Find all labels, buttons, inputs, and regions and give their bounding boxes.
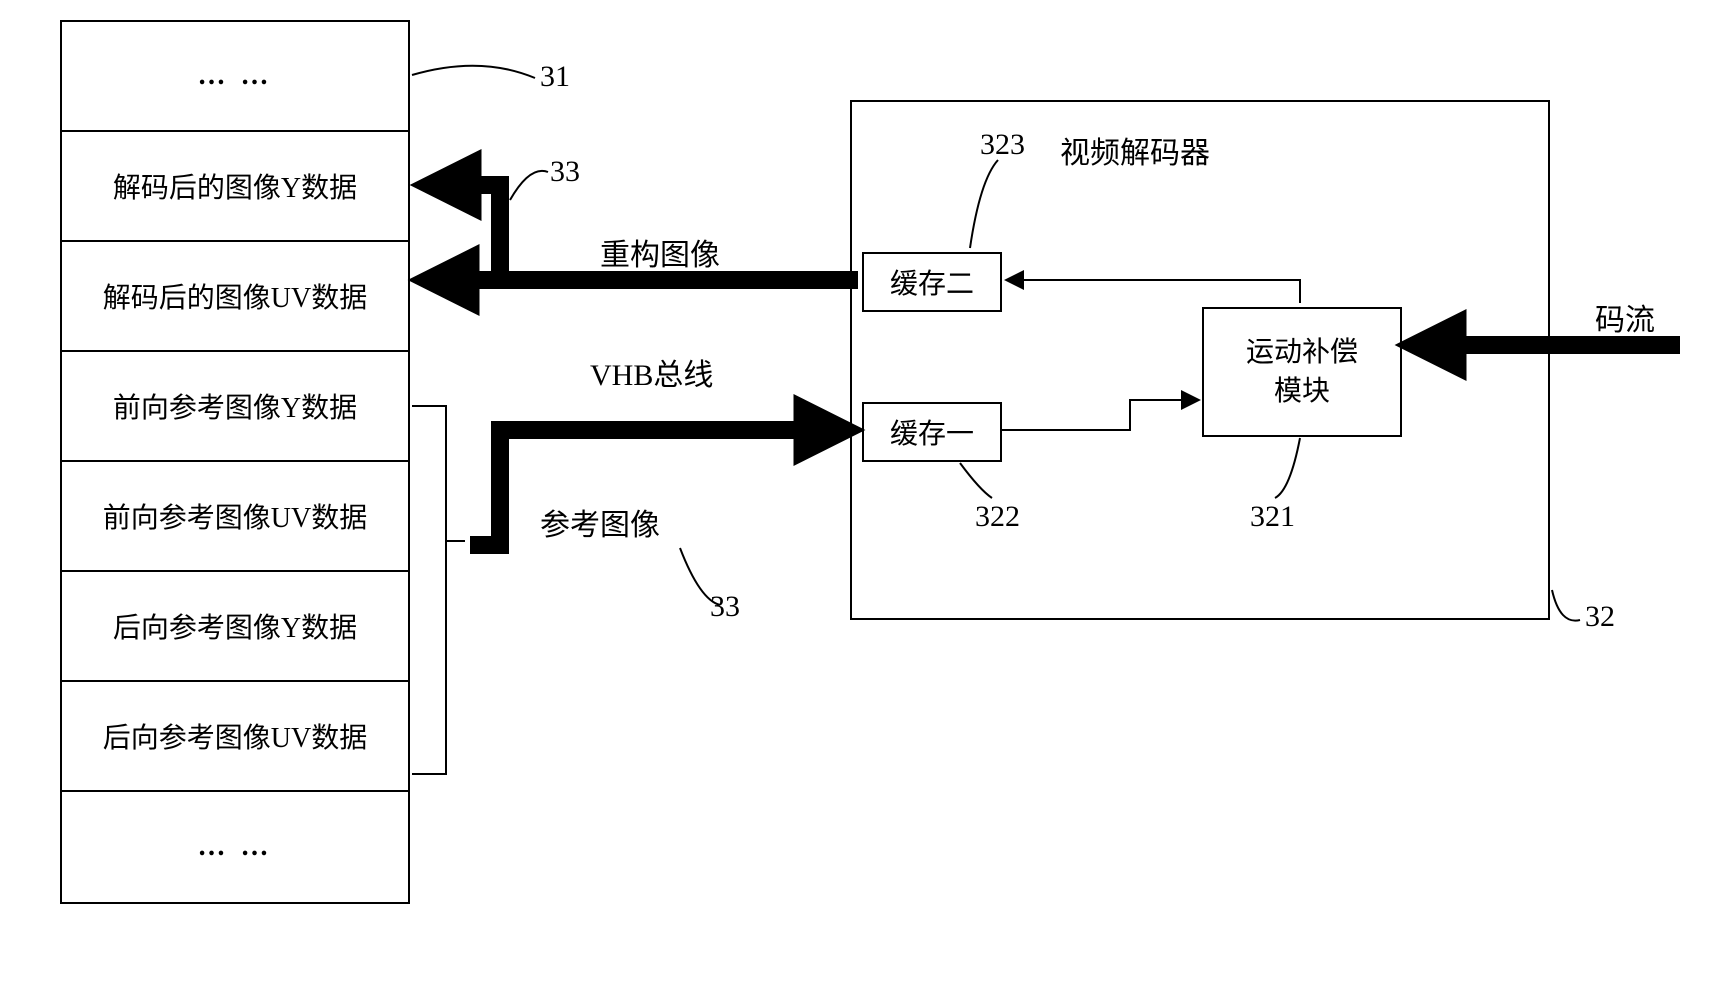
leader-31 xyxy=(412,66,535,78)
cache-two-block: 缓存二 xyxy=(862,252,1002,312)
reference-label: 参考图像 xyxy=(540,500,660,544)
ref-323-label: 323 xyxy=(980,128,1025,162)
cache-one-block: 缓存一 xyxy=(862,402,1002,462)
arrow-reconstruct-branch-up xyxy=(460,185,500,284)
motion-compensation-block: 运动补偿 模块 xyxy=(1202,307,1402,437)
video-decoder-box: 缓存二 缓存一 运动补偿 模块 xyxy=(850,100,1550,620)
memory-row-ellipsis-top: … … xyxy=(62,22,408,132)
ref-33a-label: 33 xyxy=(550,155,580,189)
reference-bracket-mid xyxy=(447,540,465,542)
reference-bracket xyxy=(412,405,447,775)
leader-32 xyxy=(1552,590,1580,621)
mc-line1: 运动补偿 xyxy=(1246,333,1358,372)
memory-row-forward-uv: 前向参考图像UV数据 xyxy=(62,462,408,572)
ref-33b-label: 33 xyxy=(710,590,740,624)
memory-row-ellipsis-bottom: … … xyxy=(62,792,408,902)
ref-321-label: 321 xyxy=(1250,500,1295,534)
memory-table: … … 解码后的图像Y数据 解码后的图像UV数据 前向参考图像Y数据 前向参考图… xyxy=(60,20,410,904)
memory-row-forward-y: 前向参考图像Y数据 xyxy=(62,352,408,462)
bitstream-label: 码流 xyxy=(1595,295,1655,339)
reconstruct-label: 重构图像 xyxy=(600,230,720,274)
decoder-title-label: 视频解码器 xyxy=(1060,128,1210,172)
leader-33a xyxy=(510,171,548,200)
ref-32-label: 32 xyxy=(1585,600,1615,634)
memory-row-decoded-y: 解码后的图像Y数据 xyxy=(62,132,408,242)
memory-row-backward-y: 后向参考图像Y数据 xyxy=(62,572,408,682)
mc-line2: 模块 xyxy=(1274,372,1330,411)
memory-row-decoded-uv: 解码后的图像UV数据 xyxy=(62,242,408,352)
ref-31-label: 31 xyxy=(540,60,570,94)
ref-322-label: 322 xyxy=(975,500,1020,534)
memory-row-backward-uv: 后向参考图像UV数据 xyxy=(62,682,408,792)
vhb-bus-label: VHB总线 xyxy=(590,350,713,394)
